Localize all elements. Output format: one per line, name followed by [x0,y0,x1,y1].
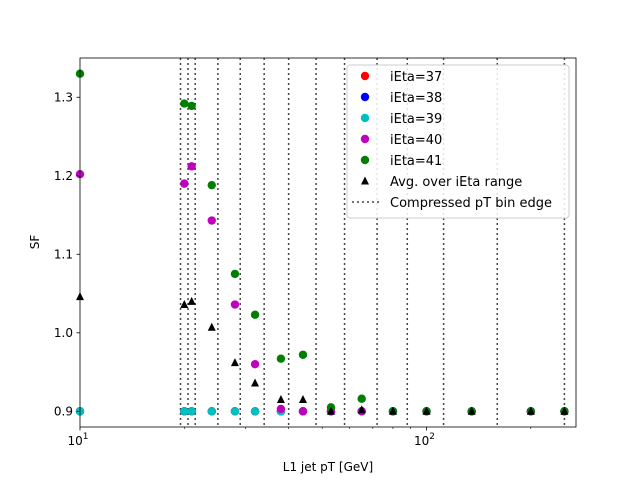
y-tick-label: 1.1 [54,247,73,261]
avg-triangle-marker [422,406,431,415]
legend-circle-marker [360,71,370,81]
data-point-marker [207,180,216,190]
legend-circle-marker [360,155,370,165]
legend-label: iEta=40 [390,133,442,148]
legend-label: iEta=37 [390,70,442,85]
avg-triangle-marker [207,322,216,331]
data-point-marker [230,300,240,309]
data-point-marker [187,407,196,416]
data-point-marker [250,359,260,369]
data-point-marker [357,394,366,403]
legend-label: Compressed pT bin edge [390,196,552,211]
data-point-marker [180,99,189,108]
data-point-marker [207,216,216,225]
data-series [75,69,569,416]
avg-triangle-marker [180,300,189,309]
data-point-marker [250,310,260,319]
legend-label: iEta=41 [390,154,442,169]
data-point-marker [230,407,240,416]
avg-triangle-marker [187,296,196,305]
avg-triangle-marker [467,406,476,415]
x-axis: 101 102 [67,427,532,448]
legend-circle-marker [360,134,370,144]
data-point-marker [276,404,286,414]
avg-triangle-marker [276,395,285,404]
avg-triangle-marker [526,406,535,415]
data-point-marker [230,269,240,279]
avg-triangle-marker [326,406,335,415]
y-tick-label: 1.3 [54,90,73,104]
x-tick-label: 101 [67,432,88,448]
legend-box [346,64,570,219]
legend-label: iEta=38 [390,91,442,106]
y-tick-label: 0.9 [54,404,73,418]
legend-label: Avg. over iEta range [390,175,522,190]
data-point-marker [276,354,286,363]
data-point-marker [298,350,308,359]
avg-triangle-marker [298,395,307,404]
avg-triangle-marker [388,406,397,415]
data-point-marker [187,162,196,171]
legend-label: iEta=39 [390,112,442,127]
y-tick-label: 1.2 [54,169,73,183]
y-tick-label: 1.0 [54,326,73,340]
data-point-marker [187,101,196,111]
avg-triangle-marker [560,406,569,415]
y-axis: 0.9 1.0 1.1 1.2 1.3 [54,90,80,418]
avg-triangle-marker [357,405,366,414]
avg-triangle-marker [230,358,239,367]
legend-circle-marker [360,92,370,102]
avg-triangle-marker [251,378,260,387]
x-tick-label: 102 [414,432,435,448]
data-point-marker [207,407,216,416]
legend-triangle-marker [361,176,369,185]
data-point-marker [180,407,189,416]
data-point-marker [250,407,260,416]
legend-circle-marker [360,113,370,123]
data-point-marker [298,407,308,416]
plot-frame [79,57,577,428]
data-point-marker [180,179,189,188]
legend: iEta=37 iEta=38 iEta=39 iEta=40 iEta=41 Avg. … [346,64,570,219]
y-axis-label: SF [28,235,42,250]
x-axis-label: L1 jet pT [GeV] [283,460,373,474]
